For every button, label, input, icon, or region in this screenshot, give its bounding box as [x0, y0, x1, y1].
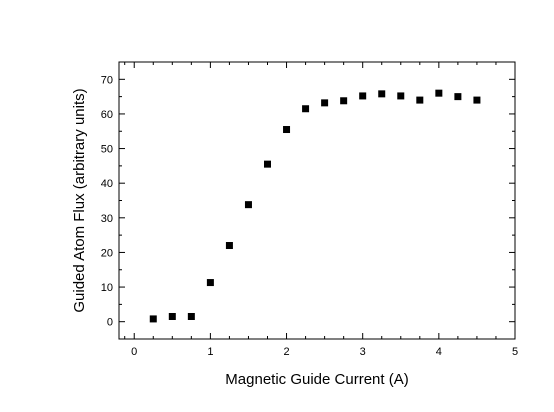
- plot-frame: [118, 61, 516, 340]
- data-point: [359, 92, 367, 100]
- data-point: [244, 201, 252, 209]
- y-tick-label: 20: [101, 247, 113, 259]
- y-tick-label: 50: [101, 144, 113, 156]
- data-point: [397, 92, 405, 100]
- y-tick-label: 60: [101, 109, 113, 121]
- y-tick-label: 70: [101, 74, 113, 86]
- data-point: [378, 90, 386, 98]
- data-point: [321, 99, 329, 107]
- data-point: [187, 312, 195, 320]
- x-tick-label: 1: [207, 346, 213, 358]
- data-point: [416, 96, 424, 104]
- data-point: [454, 93, 462, 101]
- data-point: [206, 279, 214, 287]
- x-tick-label: 0: [131, 346, 137, 358]
- data-point: [302, 105, 310, 113]
- plot-area: [118, 61, 516, 340]
- y-tick-label: 40: [101, 178, 113, 190]
- y-axis: 0 10 20 30 40 50 60 70: [101, 61, 515, 340]
- data-point: [435, 89, 443, 97]
- data-points: [149, 89, 481, 323]
- data-point: [149, 315, 157, 323]
- x-axis-title: Magnetic Guide Current (A): [225, 371, 408, 388]
- data-point: [283, 126, 291, 134]
- x-axis: 0 1 2 3 4 5: [124, 62, 518, 358]
- x-tick-label: 3: [360, 346, 366, 358]
- x-tick-label: 5: [512, 346, 518, 358]
- data-point: [264, 160, 271, 168]
- y-tick-label: 10: [101, 282, 113, 294]
- y-tick-label: 0: [107, 317, 113, 329]
- data-point: [473, 96, 481, 104]
- y-tick-label: 30: [101, 213, 113, 225]
- x-tick-label: 2: [283, 346, 289, 358]
- y-axis-title: Guided Atom Flux (arbitrary units): [71, 88, 88, 312]
- data-point: [168, 312, 176, 320]
- x-tick-label: 4: [436, 346, 442, 358]
- data-point: [340, 97, 348, 105]
- data-point: [225, 242, 233, 250]
